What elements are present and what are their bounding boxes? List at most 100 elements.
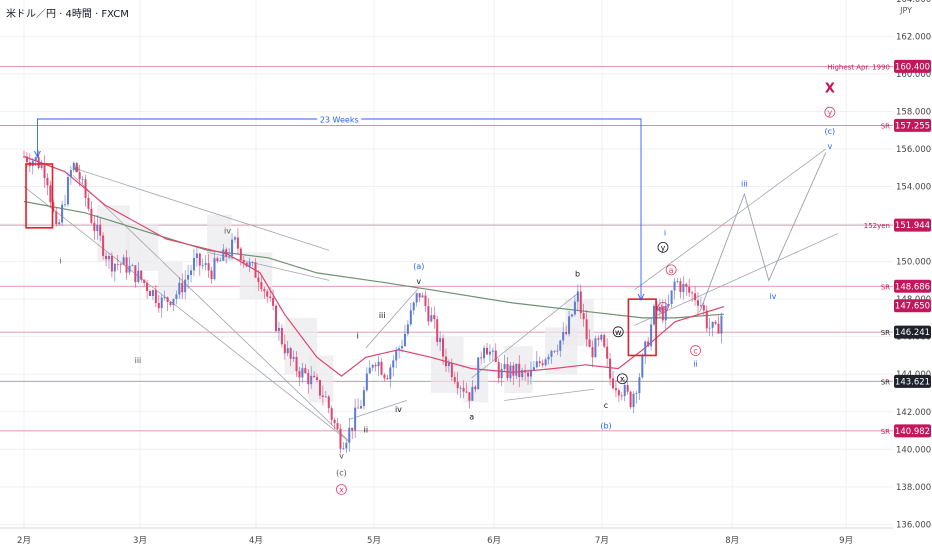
candle-body — [711, 321, 714, 328]
candle-body — [623, 385, 626, 396]
wave-label: v — [827, 142, 832, 151]
bracket-arrow — [34, 150, 41, 159]
candle-body — [371, 365, 374, 368]
candle-body — [207, 263, 210, 271]
candle-body — [424, 295, 427, 307]
candle-body — [415, 293, 418, 303]
candle-body — [333, 419, 336, 424]
candle-body — [324, 396, 327, 398]
price-tag-bg — [894, 299, 931, 313]
candle-body — [69, 170, 72, 178]
wave-circle — [336, 484, 347, 495]
candle-body — [395, 350, 398, 361]
wave-label: i — [664, 228, 666, 237]
candle-body — [351, 427, 354, 431]
candle-body — [444, 356, 447, 367]
candle-body — [679, 281, 682, 292]
candle-body — [412, 302, 415, 311]
candle-body — [72, 162, 75, 171]
price-tag: 143.621 — [895, 377, 930, 387]
price-tag-bg — [894, 59, 931, 73]
y-tick-label: 150.000 — [896, 258, 931, 268]
highlight-box — [25, 163, 54, 229]
wave-circle — [612, 326, 624, 338]
candle-body — [110, 256, 113, 272]
price-tag-bg — [894, 279, 931, 293]
x-tick-label: 3月 — [133, 536, 147, 546]
candle-body — [708, 327, 711, 329]
candle-body — [720, 315, 723, 334]
price-tag-bg — [894, 424, 931, 438]
candle-body — [40, 165, 43, 168]
candle-body — [330, 408, 333, 420]
candle-body — [365, 373, 368, 391]
wave-label: x — [620, 375, 625, 384]
candle-body — [506, 364, 509, 379]
y-tick-label: 140.000 — [896, 445, 931, 455]
wave-label: c — [693, 347, 697, 356]
candle-body — [702, 305, 705, 311]
candle-body — [175, 294, 178, 299]
x-tick-label: 4月 — [249, 536, 263, 546]
candle-body — [219, 260, 222, 262]
candle-body — [316, 377, 319, 381]
candle-body — [568, 316, 571, 334]
sr-label: SR — [881, 283, 890, 291]
candle-body — [90, 208, 93, 223]
candle-body — [635, 393, 638, 394]
candle-body — [612, 378, 615, 389]
candle-body — [116, 263, 119, 265]
trend-line — [207, 251, 330, 281]
candle-body — [251, 262, 254, 263]
wave-circle — [665, 264, 677, 276]
candle-body — [474, 386, 477, 390]
wave-label: iii — [741, 180, 748, 189]
y-axis: 136.000138.000140.000142.000144.000146.0… — [896, 0, 931, 530]
price-tag-bg — [894, 374, 931, 388]
candle-body — [603, 334, 606, 347]
candle-body — [471, 386, 474, 401]
wave-label: ii — [364, 425, 368, 434]
candle-body — [190, 270, 193, 275]
sr-label: SR — [881, 428, 890, 436]
candle-body — [166, 297, 169, 302]
sr-label: SR — [881, 378, 890, 386]
candle-body — [667, 304, 670, 306]
x-tick-label: 5月 — [367, 536, 381, 546]
candle-body — [647, 341, 650, 347]
shade-box — [565, 299, 594, 347]
candle-body — [462, 387, 465, 392]
candle-body — [497, 361, 500, 379]
candle-body — [515, 363, 518, 376]
candle-body — [389, 367, 392, 380]
candle-body — [222, 249, 225, 261]
wave-labels: iiiiiiivv(c)xiiiiiiivv(a)abc(b)wxyiabcii… — [60, 82, 836, 495]
shade-box — [308, 355, 334, 403]
candle-body — [617, 390, 620, 396]
candle-body — [105, 255, 108, 260]
y-tick-label: 158.000 — [896, 107, 931, 117]
candle-body — [491, 350, 494, 352]
candle-body — [673, 281, 676, 291]
candle-body — [614, 388, 617, 391]
candle-body — [559, 340, 562, 351]
wave-circle — [616, 373, 628, 385]
candle-body — [717, 323, 720, 334]
candle-body — [321, 395, 324, 397]
candle-body — [597, 338, 600, 340]
candle-body — [231, 239, 234, 256]
candle-body — [436, 319, 439, 343]
candle-body — [210, 270, 213, 280]
trend-line — [634, 233, 839, 326]
candle-body — [146, 282, 149, 292]
bracket-arrow — [637, 293, 645, 302]
wave-label: v — [416, 277, 421, 286]
y-tick-label: 138.000 — [896, 483, 931, 493]
candle-body — [354, 407, 357, 431]
wave-label: ii — [75, 165, 79, 174]
candle-body — [64, 204, 67, 206]
candle-body — [606, 346, 609, 359]
candle-body — [632, 393, 635, 408]
candle-body — [225, 249, 228, 257]
